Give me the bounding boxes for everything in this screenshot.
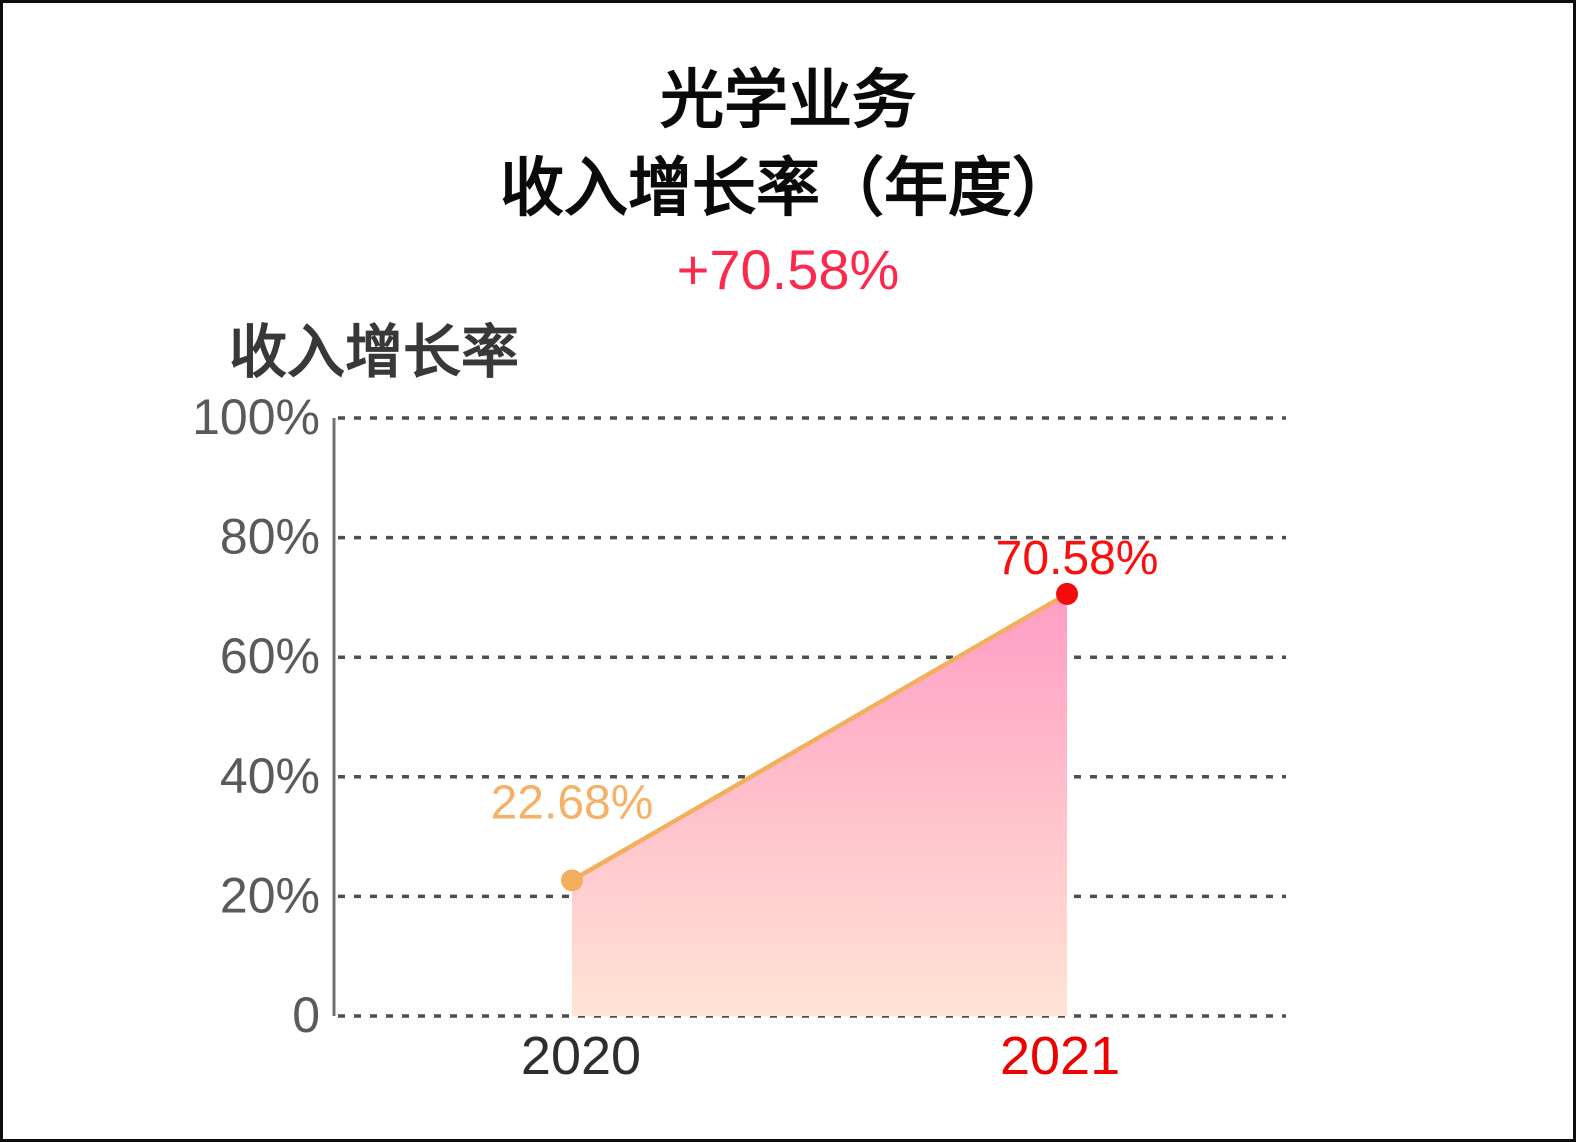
- x-tick-label-2021: 2021: [1000, 1026, 1120, 1086]
- y-tick-label: 80%: [220, 509, 320, 565]
- growth-area-chart: 100% 80% 60% 40% 20% 0 22.68% 2020 70.58% 2021: [192, 389, 1286, 1086]
- data-label-2021: 70.58%: [996, 532, 1159, 585]
- y-tick-label: 40%: [220, 748, 320, 804]
- y-tick-label: 0: [292, 987, 320, 1043]
- trend-line: [570, 591, 1069, 883]
- growth-change-value: +70.58%: [676, 238, 900, 301]
- data-point-2020: [561, 869, 583, 892]
- y-tick-label: 100%: [192, 389, 320, 445]
- data-label-2020: 22.68%: [491, 776, 654, 829]
- y-tick-label: 20%: [220, 867, 320, 923]
- data-point-2021: [1056, 582, 1079, 605]
- chart-subtitle: 收入增长率（年度）: [500, 152, 1076, 224]
- chart-title: 光学业务: [660, 64, 916, 136]
- y-tick-label: 60%: [220, 628, 320, 684]
- x-tick-label-2020: 2020: [521, 1026, 641, 1086]
- series-legend-label: 收入增长率: [229, 320, 520, 385]
- area-fill: [572, 593, 1068, 1016]
